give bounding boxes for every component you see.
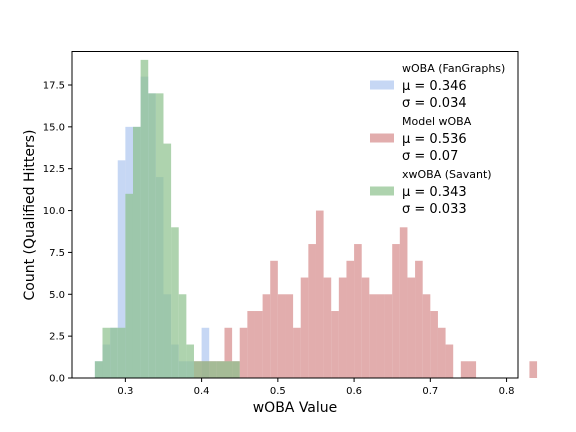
bar-xwoba-savant (224, 361, 233, 378)
bar-xwoba-savant (209, 361, 217, 378)
legend-series-name: xwOBA (Savant) (402, 168, 492, 181)
y-tick-label: 10.0 (43, 206, 65, 217)
legend-swatch (370, 80, 394, 90)
bar-model-woba (354, 244, 362, 378)
bar-model-woba (384, 294, 393, 378)
series-xwoba-savant (94, 59, 240, 378)
legend-swatch (370, 186, 394, 196)
bar-model-woba (460, 361, 469, 378)
bar-xwoba-savant (125, 193, 133, 378)
legend-swatch (370, 133, 394, 143)
bar-xwoba-savant (140, 59, 149, 378)
bar-model-woba (308, 244, 316, 378)
bar-model-woba (315, 210, 324, 378)
bar-xwoba-savant (171, 227, 179, 378)
bar-model-woba (262, 294, 271, 378)
bar-model-woba (437, 327, 446, 378)
histogram-bars (94, 59, 538, 378)
bar-model-woba (338, 277, 347, 378)
bar-model-woba (392, 244, 400, 378)
x-tick-label: 0.5 (270, 386, 286, 397)
bar-woba-fangraphs (201, 327, 210, 378)
y-axis-ticks: 0.0 2.5 5.0 7.5 10.0 12.5 15.0 17.5 (43, 80, 72, 385)
bar-model-woba (407, 277, 416, 378)
bar-woba-fangraphs (117, 160, 126, 378)
bar-model-woba (285, 294, 294, 378)
y-tick-label: 12.5 (43, 164, 65, 175)
bar-model-woba (346, 260, 355, 378)
legend: wOBA (FanGraphs) μ = 0.346 σ = 0.034 Model … (370, 62, 505, 217)
bar-model-woba (376, 294, 385, 378)
bar-model-woba (445, 344, 454, 378)
bar-model-woba (430, 311, 438, 378)
legend-entry-model-woba: Model wOBA μ = 0.536 σ = 0.07 (370, 115, 472, 164)
legend-series-name: wOBA (FanGraphs) (402, 62, 505, 75)
plot-frame (71, 51, 519, 379)
legend-mean: μ = 0.346 (402, 79, 467, 94)
x-tick-label: 0.8 (499, 386, 515, 397)
bar-model-woba (254, 311, 263, 378)
legend-std: σ = 0.07 (402, 149, 458, 164)
bar-model-woba (224, 327, 233, 378)
bar-model-woba (415, 260, 423, 378)
bar-model-woba (331, 311, 339, 378)
bar-model-woba (399, 227, 408, 378)
bar-model-woba (300, 277, 309, 378)
legend-mean: μ = 0.343 (402, 185, 467, 200)
y-tick-label: 17.5 (43, 80, 65, 91)
bar-model-woba (239, 327, 248, 378)
bar-model-woba (270, 260, 278, 378)
legend-entry-xwoba-savant: xwOBA (Savant) μ = 0.343 σ = 0.033 (370, 168, 492, 217)
legend-mean: μ = 0.536 (402, 132, 467, 147)
bar-model-woba (293, 327, 301, 378)
bar-xwoba-savant (110, 327, 118, 378)
x-tick-label: 0.7 (422, 386, 438, 397)
bar-model-woba (422, 294, 431, 378)
bar-model-woba (247, 311, 255, 378)
legend-entry-woba-fangraphs: wOBA (FanGraphs) μ = 0.346 σ = 0.034 (370, 62, 505, 111)
bar-xwoba-savant (117, 327, 126, 378)
y-tick-label: 7.5 (49, 248, 65, 259)
x-tick-label: 0.4 (194, 386, 210, 397)
legend-std: σ = 0.034 (402, 96, 467, 111)
bar-model-woba (277, 294, 286, 378)
x-tick-label: 0.6 (346, 386, 362, 397)
bar-xwoba-savant (193, 361, 202, 378)
bar-xwoba-savant (155, 93, 164, 378)
bar-xwoba-savant (216, 361, 225, 378)
y-tick-label: 2.5 (49, 332, 65, 343)
bar-model-woba (468, 361, 477, 378)
x-axis-label: wOBA Value (253, 400, 338, 416)
y-tick-label: 15.0 (43, 122, 65, 133)
x-tick-label: 0.3 (117, 386, 133, 397)
y-tick-label: 0.0 (49, 374, 65, 385)
bar-xwoba-savant (163, 143, 172, 378)
y-tick-label: 5.0 (49, 290, 65, 301)
bar-xwoba-savant (132, 126, 141, 378)
bar-xwoba-savant (102, 327, 111, 378)
legend-series-name: Model wOBA (402, 115, 472, 128)
bar-model-woba (369, 294, 377, 378)
bar-model-woba (529, 361, 538, 378)
bar-xwoba-savant (148, 93, 156, 378)
legend-std: σ = 0.033 (402, 202, 467, 217)
bar-model-woba (361, 277, 370, 378)
x-axis-ticks: 0.3 0.4 0.5 0.6 0.7 0.8 (117, 378, 515, 397)
series-model-woba (193, 210, 538, 378)
y-axis-label: Count (Qualified Hitters) (22, 129, 38, 300)
bar-xwoba-savant (232, 361, 240, 378)
bar-xwoba-savant (94, 361, 103, 378)
bar-xwoba-savant (186, 344, 194, 378)
bar-model-woba (323, 277, 332, 378)
bar-xwoba-savant (178, 294, 187, 378)
bar-xwoba-savant (201, 361, 210, 378)
